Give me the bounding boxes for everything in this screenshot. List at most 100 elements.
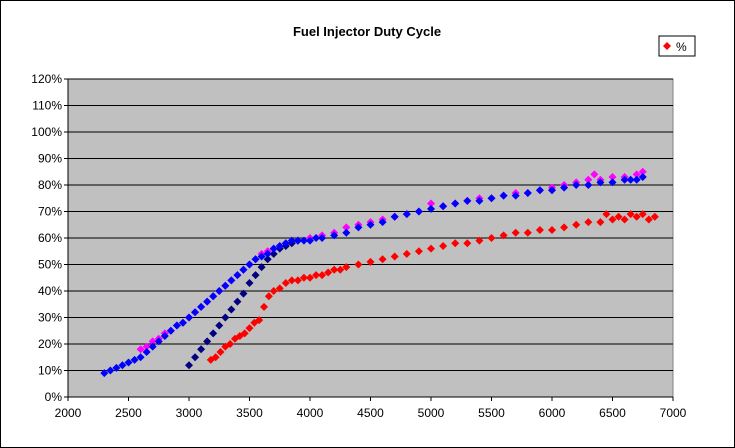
data-point xyxy=(572,220,581,229)
data-point xyxy=(427,204,435,213)
data-point xyxy=(602,210,611,219)
data-point xyxy=(287,236,296,245)
data-point xyxy=(523,188,532,197)
data-point xyxy=(475,236,484,245)
data-point xyxy=(487,234,496,242)
data-point xyxy=(245,324,254,333)
data-point xyxy=(227,305,236,314)
data-point xyxy=(596,178,605,187)
data-point xyxy=(216,347,225,356)
data-point xyxy=(414,247,423,256)
series-2 xyxy=(185,236,302,370)
data-point xyxy=(378,255,387,264)
data-point xyxy=(281,239,290,248)
data-point xyxy=(638,173,647,182)
x-tick-label: 3500 xyxy=(236,406,263,420)
data-point xyxy=(203,297,212,306)
data-point xyxy=(342,223,351,232)
y-tick-label: 70% xyxy=(38,205,62,219)
data-point xyxy=(306,273,314,282)
data-point xyxy=(632,212,641,221)
data-point xyxy=(608,173,617,182)
y-tick-label: 30% xyxy=(38,311,62,325)
data-point xyxy=(572,181,581,189)
data-point xyxy=(366,257,375,266)
data-point xyxy=(215,321,224,330)
y-tick-label: 110% xyxy=(32,99,62,113)
legend: % xyxy=(658,35,696,57)
data-point xyxy=(427,199,435,208)
data-point xyxy=(414,207,423,216)
data-point xyxy=(136,353,145,362)
data-point xyxy=(130,355,139,364)
data-points xyxy=(100,167,659,378)
data-point xyxy=(614,212,623,221)
y-tick-label: 90% xyxy=(38,152,62,166)
data-point xyxy=(197,345,206,354)
data-point xyxy=(439,241,448,250)
data-point xyxy=(245,260,254,269)
data-point xyxy=(197,302,206,311)
legend-marker xyxy=(663,42,671,50)
x-tick-label: 5000 xyxy=(418,406,445,420)
data-point xyxy=(318,234,327,242)
data-point xyxy=(475,196,484,205)
data-point xyxy=(596,218,605,227)
data-point xyxy=(221,281,230,290)
data-point xyxy=(463,239,472,248)
data-point xyxy=(299,273,308,282)
data-point xyxy=(626,175,635,184)
data-point xyxy=(306,236,314,245)
data-point xyxy=(590,170,599,179)
data-point xyxy=(269,287,278,295)
x-tick-label: 3000 xyxy=(176,406,203,420)
series-1 xyxy=(206,210,659,364)
data-point xyxy=(644,215,653,224)
data-point xyxy=(263,255,272,264)
data-point xyxy=(608,178,617,187)
data-point xyxy=(523,228,532,237)
data-point xyxy=(148,342,157,351)
data-point xyxy=(106,366,115,375)
data-point xyxy=(499,231,508,240)
data-point xyxy=(211,353,220,362)
data-point xyxy=(402,249,411,258)
data-point xyxy=(584,181,593,189)
axes: 0% 10% 20% 30% 40% 50% 60% 70% 80% 90% 100% 110% 120… xyxy=(31,72,686,420)
data-point xyxy=(255,316,264,325)
data-point xyxy=(324,268,333,277)
data-point xyxy=(209,292,218,301)
data-point xyxy=(154,337,163,346)
data-point xyxy=(281,279,290,288)
data-point xyxy=(263,249,272,258)
data-point xyxy=(626,210,635,219)
data-point xyxy=(620,215,629,224)
data-point xyxy=(318,271,327,280)
x-tick-label: 2500 xyxy=(115,406,142,420)
series-3 xyxy=(100,173,647,378)
data-point xyxy=(100,369,109,378)
data-point xyxy=(548,226,556,235)
data-point xyxy=(535,186,544,195)
legend-box xyxy=(658,35,696,57)
data-point xyxy=(638,167,647,176)
data-point xyxy=(142,342,151,351)
data-point xyxy=(251,255,260,264)
data-point xyxy=(560,223,569,232)
data-point xyxy=(463,196,472,205)
data-point xyxy=(257,263,266,272)
data-point xyxy=(511,228,520,237)
data-point xyxy=(560,183,569,192)
y-tick-label: 60% xyxy=(38,231,62,245)
y-tick-label: 50% xyxy=(38,258,62,272)
data-point xyxy=(584,175,593,184)
legend-label: % xyxy=(676,40,687,54)
data-point xyxy=(203,337,212,346)
data-point xyxy=(221,313,230,322)
data-point xyxy=(112,363,121,372)
data-point xyxy=(548,186,556,195)
data-point xyxy=(342,228,351,237)
y-tick-label: 120% xyxy=(31,72,62,86)
data-point xyxy=(142,347,151,356)
